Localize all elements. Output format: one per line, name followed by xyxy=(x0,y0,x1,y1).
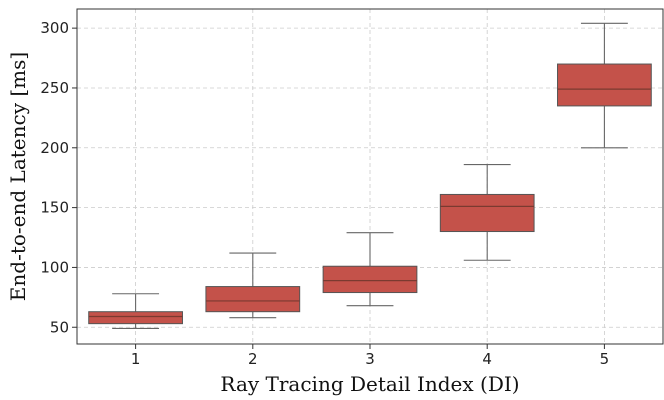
x-tick-label: 5 xyxy=(600,350,610,368)
y-axis-label: End-to-end Latency [ms] xyxy=(6,52,30,301)
box-layer xyxy=(88,22,652,329)
y-tick-label: 100 xyxy=(40,258,69,276)
x-tick-label: 1 xyxy=(131,350,141,368)
box xyxy=(322,265,418,294)
x-tick-label: 4 xyxy=(482,350,492,368)
box xyxy=(439,193,535,233)
x-tick-label: 2 xyxy=(248,350,258,368)
y-tick-label: 150 xyxy=(40,199,69,217)
y-tick-label: 300 xyxy=(40,19,69,37)
box xyxy=(88,311,183,325)
box-group-5 xyxy=(557,22,652,149)
tick-layer: 50 100 150 200 250 300 1 2 3 4 5 xyxy=(40,19,609,368)
box-group-4 xyxy=(439,163,535,261)
box xyxy=(205,286,301,313)
box-group-2 xyxy=(205,252,301,319)
box xyxy=(557,63,652,107)
box-group-1 xyxy=(88,293,183,329)
y-tick-label: 200 xyxy=(40,139,69,157)
box-group-3 xyxy=(322,232,418,307)
x-tick-label: 3 xyxy=(365,350,375,368)
y-tick-label: 250 xyxy=(40,79,69,97)
y-tick-label: 50 xyxy=(50,318,69,336)
x-axis-label: Ray Tracing Detail Index (DI) xyxy=(220,372,519,396)
